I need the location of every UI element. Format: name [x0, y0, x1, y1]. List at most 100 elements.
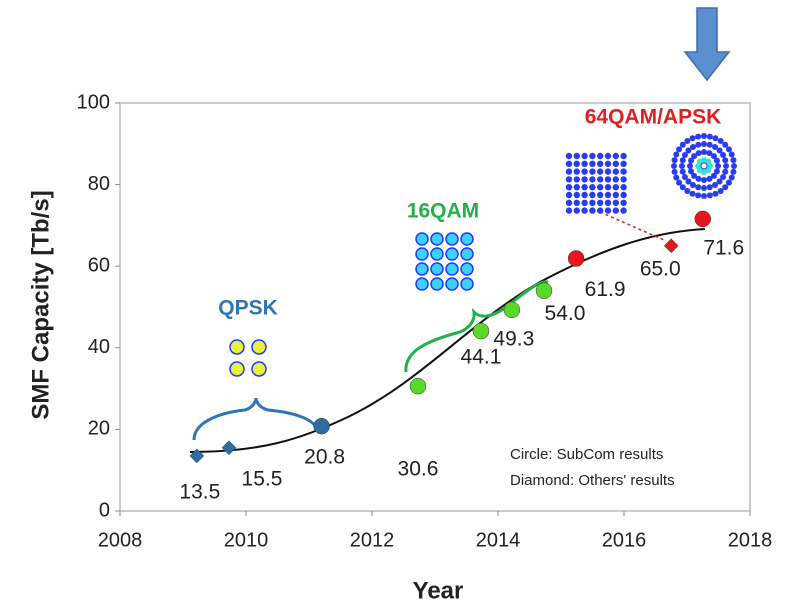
constellation-dot: [612, 184, 619, 191]
constellation-dot: [725, 146, 732, 153]
constellation-dot: [589, 168, 596, 175]
constellation-dot: [730, 157, 737, 164]
y-tick-label: 40: [88, 336, 110, 358]
constellation-dot: [712, 190, 719, 197]
value-label: 54.0: [545, 302, 586, 325]
constellation-dot: [701, 193, 707, 199]
constellation-dot: [565, 184, 573, 191]
x-tick-label: 2016: [602, 529, 647, 551]
constellation-dot: [565, 207, 573, 214]
constellation-dot: [679, 184, 686, 191]
constellation-dot: [679, 157, 686, 164]
constellation-dot: [612, 160, 619, 167]
constellation-dot: [720, 152, 727, 158]
constellation-dot: [722, 168, 729, 175]
constellation-dot: [671, 163, 677, 169]
constellation-dot: [712, 135, 719, 142]
constellation-dot: [679, 168, 686, 175]
constellation-dot: [604, 199, 612, 206]
constellation-dot: [565, 152, 573, 160]
constellation-dot: [712, 182, 718, 189]
constellation-dot: [722, 184, 729, 191]
constellation-dot: [679, 141, 686, 148]
constellation-dot: [445, 262, 459, 276]
value-label: 15.5: [242, 467, 283, 490]
constellation-dot: [612, 199, 619, 206]
constellation-dot: [695, 175, 702, 182]
constellation-dot: [604, 176, 612, 183]
constellation-dot: [690, 143, 696, 150]
constellation-dot: [612, 152, 619, 160]
constellation-dot: [565, 199, 573, 206]
constellation-dot: [445, 247, 459, 261]
constellation-dot: [597, 168, 604, 175]
constellation-dot: [565, 176, 573, 183]
constellation-dot: [710, 153, 717, 160]
constellation-dot: [722, 157, 729, 164]
constellation-dot: [701, 133, 707, 139]
constellation-dot: [597, 207, 604, 214]
constellation-dot: [581, 176, 588, 183]
x-tick-label: 2010: [224, 529, 269, 551]
legend-note: Circle: SubCom results: [510, 446, 663, 463]
circle-marker: [409, 377, 427, 395]
constellation-dot: [676, 146, 683, 153]
constellation-dot: [612, 207, 619, 214]
constellation-dot: [695, 150, 702, 157]
constellation-dot: [705, 158, 712, 165]
circle-marker: [535, 282, 553, 299]
constellation-dot: [620, 152, 627, 160]
constellation-dot: [687, 163, 693, 169]
constellation-dot: [581, 152, 588, 160]
y-tick-label: 0: [99, 499, 110, 521]
circle-marker: [472, 322, 490, 340]
constellation-dot: [715, 163, 721, 169]
constellation-dot: [589, 191, 596, 199]
constellation-dot: [581, 191, 588, 199]
constellation-dot: [460, 232, 474, 246]
value-label: 65.0: [640, 257, 681, 280]
constellation-dot: [565, 191, 573, 199]
y-tick-label: 20: [88, 418, 110, 440]
constellation-dot: [445, 232, 459, 246]
constellation-dot: [706, 175, 713, 182]
diamond-marker: [221, 440, 237, 456]
constellation-dot: [581, 184, 588, 191]
constellation-dot: [673, 174, 680, 181]
constellation-dot: [589, 207, 596, 214]
x-tick-label: 2008: [98, 529, 143, 551]
constellation-dot: [229, 361, 245, 377]
value-label: 61.9: [585, 278, 626, 301]
constellation-dot: [706, 141, 713, 148]
constellation-dot: [695, 133, 702, 140]
constellation-dot: [713, 168, 720, 175]
constellation-dot: [430, 262, 444, 276]
constellation-dot: [460, 262, 474, 276]
value-label: 71.6: [703, 236, 744, 259]
circle-marker: [567, 250, 585, 267]
constellation-dot: [620, 176, 627, 183]
constellation-dot: [415, 262, 429, 276]
16qam-label: 16QAM: [407, 200, 479, 223]
constellation-dot: [728, 174, 735, 181]
constellation-dot: [706, 192, 713, 199]
constellation-dot: [717, 187, 724, 194]
constellation-dot: [604, 160, 612, 167]
64qam-label: 64QAM/APSK: [585, 106, 722, 129]
constellation-dot: [430, 277, 444, 291]
constellation-dot: [597, 176, 604, 183]
top-arrow: [683, 7, 731, 82]
constellation-dot: [430, 247, 444, 261]
constellation-dot: [717, 138, 724, 145]
circle-marker: [313, 417, 330, 435]
constellation-dot: [573, 199, 580, 206]
constellation-dot: [604, 191, 612, 199]
constellation-dot: [581, 207, 588, 214]
constellation-dot: [685, 147, 692, 154]
constellation-dot: [620, 207, 627, 214]
constellation-dot: [573, 160, 580, 167]
diamond-marker: [663, 238, 679, 254]
constellation-dot: [415, 277, 429, 291]
constellation-dot: [589, 152, 596, 160]
value-label: 20.8: [304, 446, 345, 469]
